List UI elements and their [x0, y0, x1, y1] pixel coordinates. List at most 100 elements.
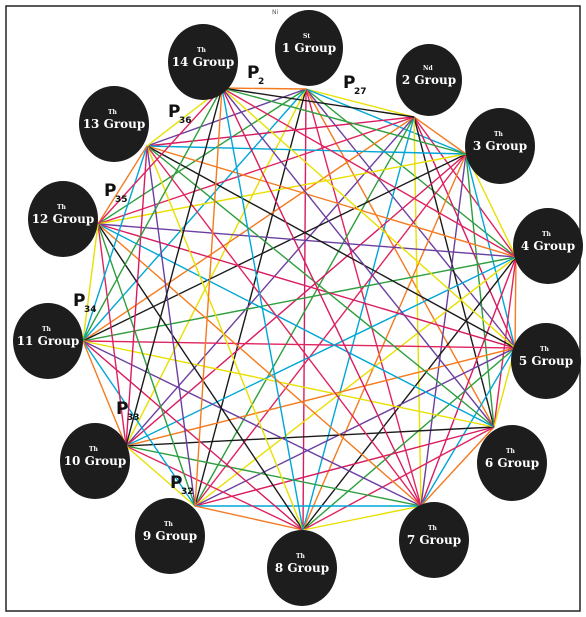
connection-line-1-12: [97, 88, 307, 225]
connection-line-5-11: [82, 340, 516, 349]
connection-line-7-12: [97, 223, 422, 507]
connection-line-1-7: [305, 88, 422, 507]
connection-line-6-14: [221, 87, 495, 428]
connection-line-2-14: [221, 87, 415, 118]
group-node-label: 2 Group: [402, 73, 456, 87]
connection-line-6-9: [194, 426, 495, 507]
connection-line-11-14: [82, 87, 223, 342]
connection-line-5-12: [97, 223, 516, 349]
connection-line-4-5: [514, 256, 517, 349]
group-node-superscript: Th: [89, 446, 98, 453]
connection-line-8-13: [146, 145, 304, 531]
connection-line-7-13: [146, 145, 422, 507]
group-node-superscript: Th: [42, 326, 51, 333]
group-node-circle: [513, 208, 583, 284]
connection-line-2-3: [413, 116, 467, 155]
connection-line-12-14: [97, 87, 223, 225]
path-label-4: P35: [104, 181, 128, 205]
group-node-label: 5 Group: [519, 354, 573, 368]
connection-line-3-7: [420, 153, 467, 507]
connection-line-3-14: [221, 87, 467, 155]
group-node-label: 1 Group: [282, 41, 336, 55]
connection-line-4-9: [194, 256, 517, 507]
connection-line-9-13: [146, 145, 196, 507]
connection-line-2-5: [413, 116, 516, 349]
group-node-superscript: Th: [197, 47, 206, 54]
group-node-label: 10 Group: [64, 454, 127, 468]
path-label-3: P36: [168, 102, 192, 126]
connection-line-11-12: [82, 223, 99, 342]
connection-line-4-11: [82, 256, 517, 342]
path-label-2: P27: [343, 73, 367, 97]
connection-line-4-12: [97, 223, 517, 258]
connection-line-3-12: [97, 153, 467, 225]
path-label-1: P2: [247, 63, 264, 87]
group-node-circle: [168, 24, 238, 100]
connection-line-1-13: [146, 88, 307, 147]
group-node-circle: [79, 86, 149, 162]
connection-line-1-2: [305, 88, 415, 118]
group-node-superscript: Th: [108, 109, 117, 116]
connection-line-1-3: [305, 88, 467, 155]
path-label-main: P: [168, 102, 180, 122]
connection-line-6-13: [146, 145, 495, 428]
path-label-6: P33: [116, 399, 140, 423]
connection-line-2-10: [125, 116, 415, 447]
connection-line-8-10: [125, 445, 304, 531]
group-node-6: Th6 Group: [477, 425, 547, 501]
group-node-label: 11 Group: [17, 334, 80, 348]
group-node-superscript: Th: [540, 346, 549, 353]
connection-line-2-7: [413, 116, 422, 507]
group-node-circle: [511, 323, 581, 399]
group-node-superscript: Th: [57, 204, 66, 211]
group-node-3: Th3 Group: [465, 108, 535, 184]
connection-line-3-13: [146, 145, 467, 155]
connection-line-11-13: [82, 145, 148, 342]
connection-line-7-8: [302, 505, 422, 531]
group-node-label: 3 Group: [473, 139, 527, 153]
connection-line-4-14: [221, 87, 517, 258]
connection-line-5-14: [221, 87, 516, 349]
group-node-label: 6 Group: [485, 456, 539, 470]
path-label-7: P32: [170, 473, 194, 497]
group-node-superscript: Th: [296, 553, 305, 560]
connection-line-3-8: [302, 153, 467, 531]
connection-line-6-8: [302, 426, 495, 531]
connection-line-10-13: [125, 145, 148, 447]
path-label-subscript: 27: [354, 87, 367, 97]
group-node-circle: [275, 10, 343, 86]
path-label-subscript: 35: [115, 195, 128, 205]
connection-line-2-6: [413, 116, 495, 428]
connection-line-4-8: [302, 256, 517, 531]
connection-line-12-13: [97, 145, 148, 225]
group-node-circle: [135, 498, 205, 574]
connection-line-2-13: [146, 116, 415, 147]
group-node-label: 9 Group: [143, 529, 197, 543]
connection-line-5-10: [125, 347, 516, 447]
group-node-8: Th8 Group: [267, 530, 337, 606]
connection-line-2-4: [413, 116, 517, 258]
path-label-main: P: [73, 291, 85, 311]
connection-line-1-10: [125, 88, 307, 447]
path-label-main: P: [247, 63, 259, 83]
path-label-subscript: 36: [179, 116, 192, 126]
group-node-label: 14 Group: [172, 55, 235, 69]
connection-line-6-12: [97, 223, 495, 428]
connection-line-3-11: [82, 153, 467, 342]
connection-line-1-14: [221, 87, 307, 90]
connection-line-3-9: [194, 153, 467, 507]
group-node-7: Th7 Group: [399, 502, 469, 578]
connection-line-7-10: [125, 445, 422, 507]
group-node-circle: [60, 423, 130, 499]
connection-line-1-5: [305, 88, 516, 349]
group-node-9: Th9 Group: [135, 498, 205, 574]
group-node-label: 12 Group: [32, 212, 95, 226]
group-node-superscript: Th: [494, 131, 503, 138]
